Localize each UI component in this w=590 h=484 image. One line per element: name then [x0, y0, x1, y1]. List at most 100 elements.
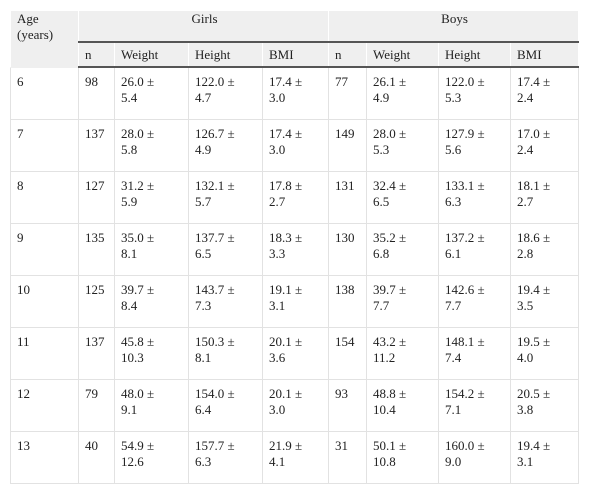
- table-cell: 132.1 ± 5.7: [188, 171, 263, 224]
- table-header: Age (years) Girls Boys n Weight Height BMI n…: [10, 10, 580, 68]
- cell-text: 20.1 ± 3.0: [269, 386, 303, 417]
- table-cell: 17.4 ± 2.4: [509, 66, 580, 120]
- table-cell: 17.4 ± 3.0: [262, 119, 329, 172]
- table-cell: 31: [328, 431, 367, 484]
- column-header: BMI: [509, 41, 580, 68]
- cell-text: 17.4 ± 3.0: [269, 126, 303, 157]
- table-cell: 154.2 ± 7.1: [438, 379, 511, 432]
- cell-text: 54.9 ± 12.6: [121, 438, 155, 469]
- cell-text: 132.1 ± 5.7: [195, 178, 235, 209]
- table-body: 6 98 26.0 ± 5.4 122.0 ± 4.7 17.4 ± 3.0 77 26.1…: [10, 66, 580, 484]
- cell-text: 133.1 ± 6.3: [445, 178, 485, 209]
- table-cell: 17.0 ± 2.4: [509, 119, 580, 172]
- table-cell: 93: [328, 379, 367, 432]
- table-row: 7 137 28.0 ± 5.8 126.7 ± 4.9 17.4 ± 3.0 149 28…: [10, 119, 580, 172]
- table-cell: 79: [78, 379, 115, 432]
- cell-text: 148.1 ± 7.4: [445, 334, 485, 365]
- cell-text: 19.5 ± 4.0: [517, 334, 551, 365]
- table-cell: 6: [10, 66, 79, 120]
- table-cell: 130: [328, 223, 367, 276]
- table-cell: 19.1 ± 3.1: [262, 275, 329, 328]
- table-cell: 10: [10, 275, 79, 328]
- table-cell: 18.1 ± 2.7: [509, 171, 580, 224]
- column-header: Height: [438, 41, 511, 68]
- table-cell: 126.7 ± 4.9: [188, 119, 263, 172]
- cell-text: 9: [17, 230, 24, 245]
- cell-text: 150.3 ± 8.1: [195, 334, 235, 365]
- table-cell: 137: [78, 327, 115, 380]
- table-cell: 160.0 ± 9.0: [438, 431, 511, 484]
- table-cell: 157.7 ± 6.3: [188, 431, 263, 484]
- table-cell: 131: [328, 171, 367, 224]
- cell-text: 142.6 ± 7.7: [445, 282, 485, 313]
- cell-text: 35.0 ± 8.1: [121, 230, 155, 261]
- cell-text: 154.2 ± 7.1: [445, 386, 485, 417]
- table-cell: 142.6 ± 7.7: [438, 275, 511, 328]
- cell-text: 127: [85, 178, 105, 193]
- cell-text: 39.7 ± 7.7: [373, 282, 407, 313]
- table-cell: 17.4 ± 3.0: [262, 66, 329, 120]
- cell-text: 50.1 ± 10.8: [373, 438, 407, 469]
- table-cell: 19.4 ± 3.5: [509, 275, 580, 328]
- table-row: 12 79 48.0 ± 9.1 154.0 ± 6.4 20.1 ± 3.0 93 48.…: [10, 379, 580, 432]
- table-cell: 20.1 ± 3.0: [262, 379, 329, 432]
- cell-text: 12: [17, 386, 30, 401]
- cell-text: 18.3 ± 3.3: [269, 230, 303, 261]
- table-cell: 18.3 ± 3.3: [262, 223, 329, 276]
- table-cell: 137: [78, 119, 115, 172]
- table-cell: 17.8 ± 2.7: [262, 171, 329, 224]
- cell-text: 19.4 ± 3.5: [517, 282, 551, 313]
- cell-text: 18.1 ± 2.7: [517, 178, 551, 209]
- table-cell: 9: [10, 223, 79, 276]
- cell-text: 26.0 ± 5.4: [121, 74, 155, 105]
- column-header: Weight: [366, 41, 439, 68]
- cell-text: 31: [335, 438, 348, 453]
- cell-text: 28.0 ± 5.8: [121, 126, 155, 157]
- cell-text: 154: [335, 334, 355, 349]
- header-cell: Age (years): [10, 10, 79, 68]
- cell-text: 19.4 ± 3.1: [517, 438, 551, 469]
- table-cell: 138: [328, 275, 367, 328]
- cell-text: 154.0 ± 6.4: [195, 386, 235, 417]
- column-header: n: [78, 41, 115, 68]
- table-cell: 19.5 ± 4.0: [509, 327, 580, 380]
- table-cell: 26.0 ± 5.4: [114, 66, 189, 120]
- cell-text: 6: [17, 73, 24, 89]
- cell-text: 26.1 ± 4.9: [373, 74, 407, 105]
- cell-text: 19.1 ± 3.1: [269, 282, 303, 313]
- cell-text: 135: [85, 230, 105, 245]
- table-cell: 143.7 ± 7.3: [188, 275, 263, 328]
- table-cell: 149: [328, 119, 367, 172]
- table-cell: 150.3 ± 8.1: [188, 327, 263, 380]
- table-cell: 154.0 ± 6.4: [188, 379, 263, 432]
- cell-text: 20.1 ± 3.6: [269, 334, 303, 365]
- table-cell: 77: [328, 66, 367, 120]
- table-cell: 19.4 ± 3.1: [509, 431, 580, 484]
- cell-text: 149: [335, 126, 355, 141]
- cell-text: 48.0 ± 9.1: [121, 386, 155, 417]
- table-cell: 50.1 ± 10.8: [366, 431, 439, 484]
- table-cell: 43.2 ± 11.2: [366, 327, 439, 380]
- cell-text: 160.0 ± 9.0: [445, 438, 485, 469]
- cell-text: 31.2 ± 5.9: [121, 178, 155, 209]
- column-header: Height: [188, 41, 263, 68]
- table-cell: 148.1 ± 7.4: [438, 327, 511, 380]
- table-cell: 122.0 ± 5.3: [438, 66, 511, 120]
- group-header: Boys: [327, 10, 580, 43]
- table-row: 11 137 45.8 ± 10.3 150.3 ± 8.1 20.1 ± 3.6 154…: [10, 327, 580, 380]
- table-cell: 12: [10, 379, 79, 432]
- group-header: Girls: [78, 10, 329, 43]
- header-text: Age (years): [17, 11, 54, 42]
- cell-text: 125: [85, 282, 105, 297]
- cell-text: 143.7 ± 7.3: [195, 282, 235, 313]
- cell-text: 130: [335, 230, 355, 245]
- table-cell: 8: [10, 171, 79, 224]
- table-cell: 98: [78, 66, 115, 120]
- cell-text: 122.0 ± 5.3: [445, 74, 485, 105]
- cell-text: 126.7 ± 4.9: [195, 126, 235, 157]
- table-cell: 54.9 ± 12.6: [114, 431, 189, 484]
- table-cell: 20.5 ± 3.8: [509, 379, 580, 432]
- table-cell: 31.2 ± 5.9: [114, 171, 189, 224]
- table-cell: 122.0 ± 4.7: [188, 66, 263, 120]
